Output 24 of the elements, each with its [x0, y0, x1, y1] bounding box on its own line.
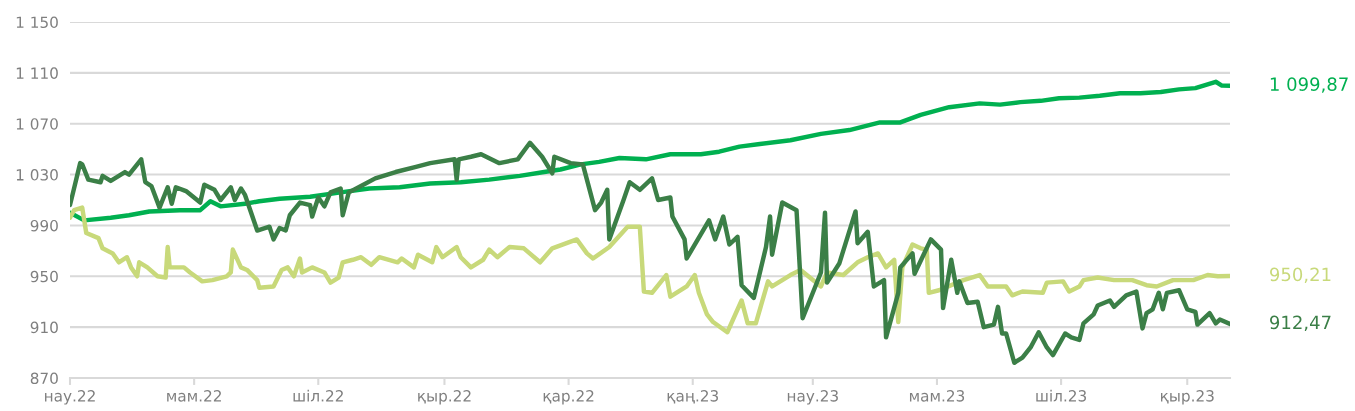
- x-tick-label: қаң.23: [667, 390, 718, 404]
- y-tick-label: 1 110: [16, 67, 58, 79]
- y-tick-label: 990: [30, 219, 58, 232]
- line-series: [70, 79, 1230, 223]
- x-tick-label: шіл.22: [293, 389, 343, 402]
- y-tick-label: 870: [30, 372, 58, 385]
- x-tick-label: нау.23: [787, 390, 838, 405]
- y-tick-label: 1 150: [16, 16, 58, 29]
- x-tick-label: қар.22: [543, 390, 594, 405]
- x-tick-label: нау.22: [45, 390, 95, 405]
- y-tick-label: 1 030: [16, 169, 58, 181]
- y-tick-label: 950: [30, 270, 58, 283]
- annotation: 912,47: [1270, 315, 1331, 332]
- y-tick-label: 1 070: [16, 118, 58, 130]
- x-tick-label: шіл.23: [1036, 389, 1087, 402]
- line-series: [70, 140, 1230, 365]
- annotation: 1 099,87: [1270, 77, 1348, 93]
- y-tick-label: 910: [30, 321, 58, 334]
- x-tick-label: қыр.22: [418, 390, 471, 405]
- x-tick-label: мам.22: [167, 390, 221, 402]
- x-tick-label: мам.23: [909, 390, 965, 402]
- line-series: [70, 205, 1230, 335]
- x-tick-label: қыр.23: [1161, 390, 1214, 405]
- annotation: 950,21: [1270, 267, 1331, 284]
